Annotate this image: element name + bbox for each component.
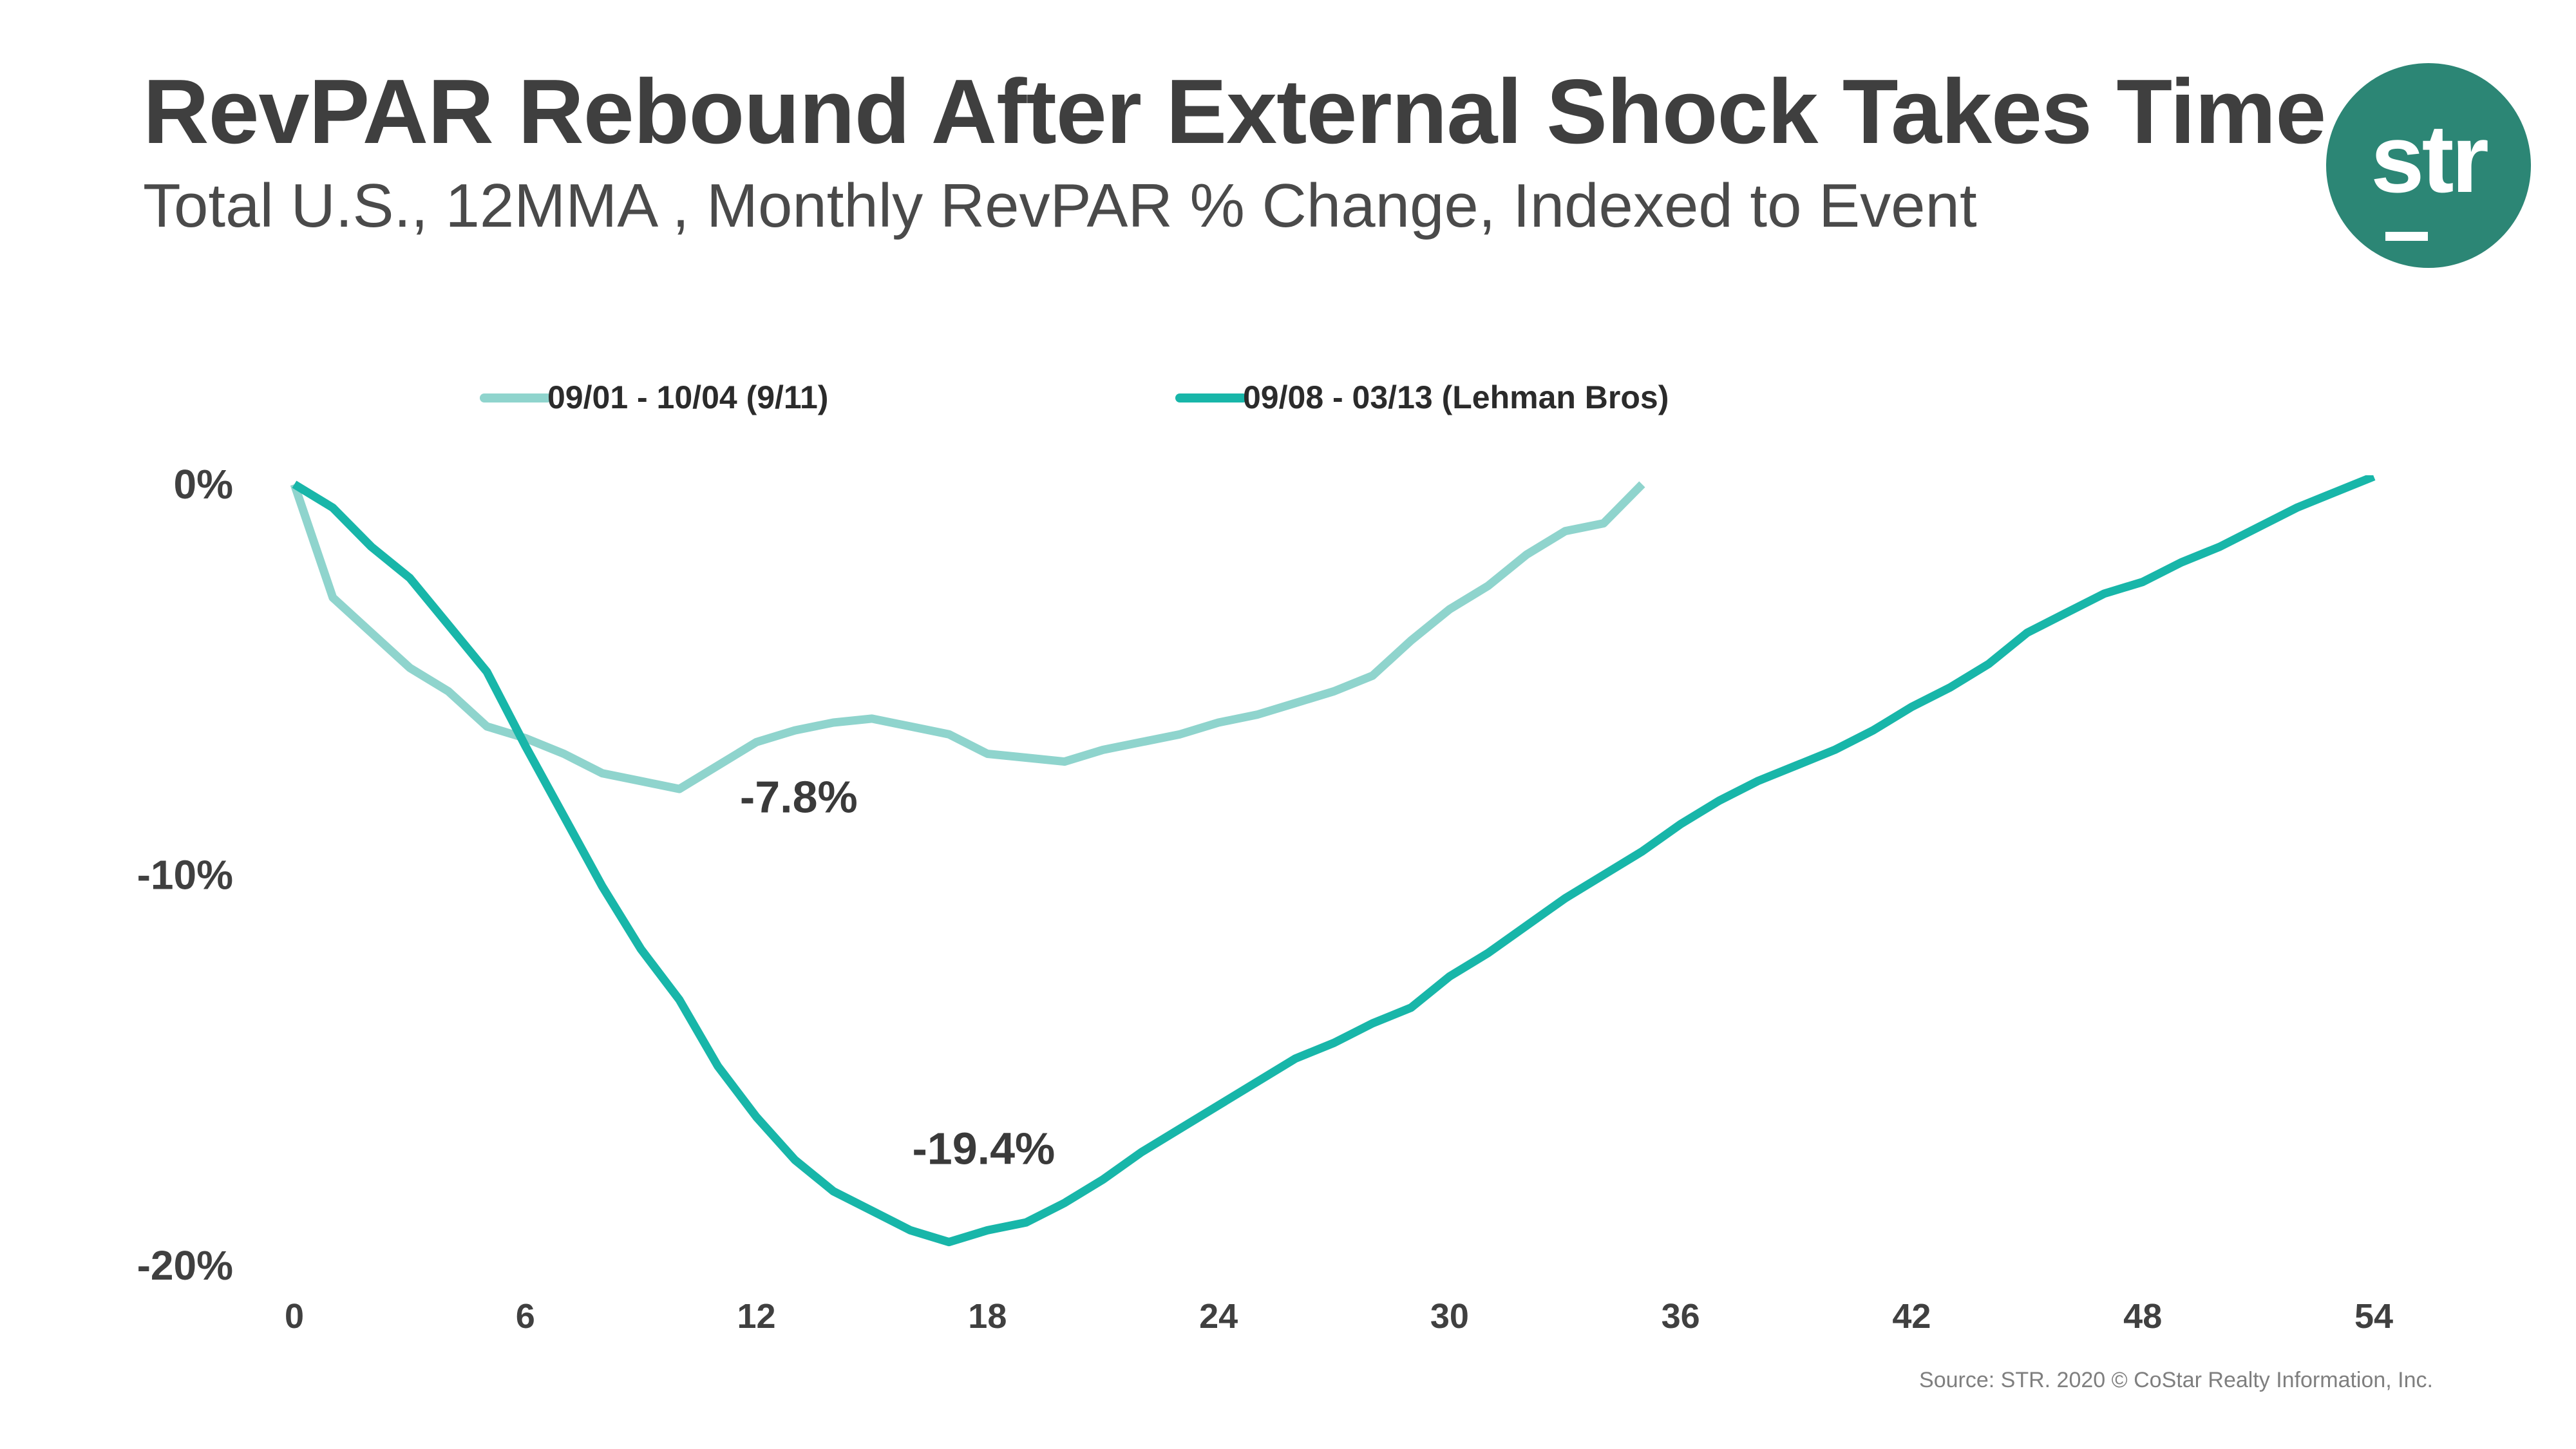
logo-text: str bbox=[2371, 104, 2489, 213]
x-tick-label: 6 bbox=[516, 1297, 535, 1336]
x-tick-label: 18 bbox=[968, 1297, 1007, 1336]
y-tick-label: -20% bbox=[137, 1242, 233, 1289]
x-tick-label: 42 bbox=[1892, 1297, 1931, 1336]
annotation-911-low: -7.8% bbox=[740, 772, 858, 822]
x-tick-label: 30 bbox=[1430, 1297, 1469, 1336]
page-subtitle: Total U.S., 12MMA , Monthly RevPAR % Cha… bbox=[143, 171, 1977, 240]
x-tick-label: 0 bbox=[285, 1297, 304, 1336]
x-tick-label: 54 bbox=[2354, 1297, 2393, 1336]
y-tick-label: -10% bbox=[137, 852, 233, 898]
x-tick-label: 12 bbox=[737, 1297, 776, 1336]
x-tick-label: 36 bbox=[1662, 1297, 1700, 1336]
logo-underline bbox=[2385, 232, 2428, 241]
x-tick-label: 48 bbox=[2123, 1297, 2162, 1336]
x-tick-label: 24 bbox=[1199, 1297, 1238, 1336]
y-tick-label: 0% bbox=[174, 461, 234, 507]
annotation-lehman-low: -19.4% bbox=[912, 1123, 1055, 1173]
page-title: RevPAR Rebound After External Shock Take… bbox=[143, 61, 2326, 163]
source-note: Source: STR. 2020 © CoStar Realty Inform… bbox=[1919, 1368, 2433, 1392]
series-line-lehman bbox=[292, 475, 2376, 1247]
legend-item-lehman-label: 09/08 - 03/13 (Lehman Bros) bbox=[1243, 379, 1669, 415]
series-line-911 bbox=[290, 481, 1645, 793]
legend-item-911-label: 09/01 - 10/04 (9/11) bbox=[547, 379, 828, 415]
str-logo: str bbox=[2326, 63, 2531, 268]
